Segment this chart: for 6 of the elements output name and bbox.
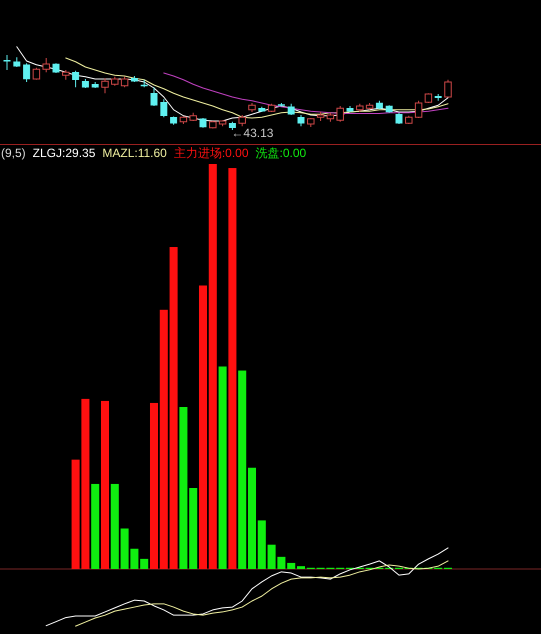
chart-title: (9,5)	[1, 146, 26, 160]
annotation: ←43.13	[231, 126, 274, 140]
text: 洗盘:0.00	[256, 146, 307, 160]
series-label: 主力进场:0.00	[174, 146, 249, 160]
text: MAZL:11.60	[102, 146, 168, 160]
text: ZLGJ:29.35	[32, 146, 96, 160]
